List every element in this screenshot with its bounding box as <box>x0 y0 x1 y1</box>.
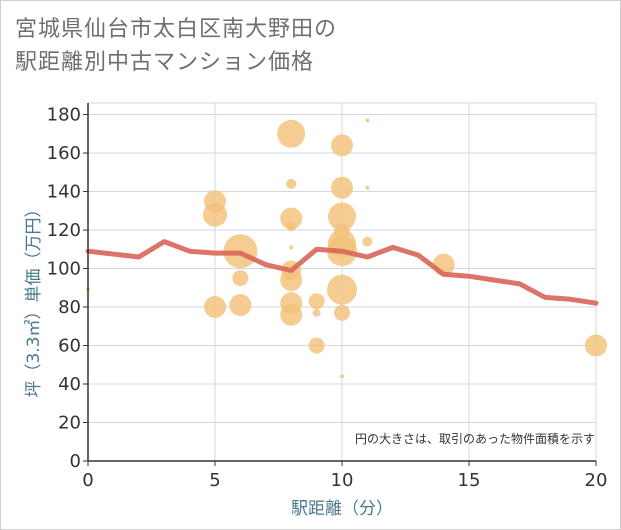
data-bubble <box>334 304 350 321</box>
data-bubble <box>331 176 353 199</box>
bubble-series <box>86 118 607 379</box>
data-bubble <box>229 294 252 317</box>
y-tick-label: 80 <box>58 297 81 318</box>
y-tick-label: 160 <box>47 143 81 164</box>
x-tick-label: 0 <box>82 470 93 491</box>
tick-labels: 0 20 40 60 80 100 120 140 160 180 0 5 10 15 20 <box>47 105 608 491</box>
x-tick-label: 5 <box>209 470 220 491</box>
data-bubble <box>308 293 325 310</box>
data-bubble <box>327 274 357 305</box>
chart-title-line-2: 駅距離別中古マンション価格 <box>15 50 315 75</box>
y-tick-label: 60 <box>58 336 81 357</box>
data-bubble <box>289 245 294 250</box>
y-tick-label: 20 <box>58 413 81 434</box>
data-bubble <box>312 308 321 317</box>
x-tick-label: 20 <box>585 470 608 491</box>
data-bubble <box>365 118 370 123</box>
trend-line <box>85 239 599 306</box>
data-bubble <box>280 303 303 326</box>
data-bubble <box>286 221 297 232</box>
x-tick-label: 15 <box>458 470 481 491</box>
data-bubble <box>280 207 303 230</box>
trend-series <box>85 239 599 306</box>
data-bubble <box>585 334 607 357</box>
chart-title: 宮城県仙台市太白区南大野田の 駅距離別中古マンション価格 <box>15 13 337 79</box>
data-bubble <box>308 337 325 354</box>
data-bubble <box>277 119 306 148</box>
y-tick-label: 140 <box>47 182 81 203</box>
data-bubble <box>280 269 303 292</box>
x-axis-title: 駅距離（分） <box>291 499 393 519</box>
size-legend-note: 円の大きさは、取引のあった物件面積を示す <box>355 431 595 446</box>
data-bubble <box>328 202 356 231</box>
y-tick-label: 120 <box>47 220 81 241</box>
y-tick-label: 100 <box>47 259 81 280</box>
data-bubble <box>203 202 227 227</box>
y-tick-label: 0 <box>70 451 81 472</box>
data-bubble <box>204 296 226 319</box>
data-bubble <box>232 270 249 287</box>
chart-title-line-1: 宮城県仙台市太白区南大野田の <box>15 17 338 42</box>
data-bubble <box>331 134 353 157</box>
data-bubble <box>365 185 370 190</box>
data-bubble <box>286 178 297 189</box>
data-bubble <box>340 374 344 379</box>
y-tick-label: 180 <box>47 105 81 126</box>
y-axis-title: 坪（3.3㎡）単価（万円） <box>24 200 44 397</box>
y-tick-label: 40 <box>58 374 81 395</box>
data-bubble <box>362 236 373 247</box>
x-tick-label: 10 <box>331 470 354 491</box>
